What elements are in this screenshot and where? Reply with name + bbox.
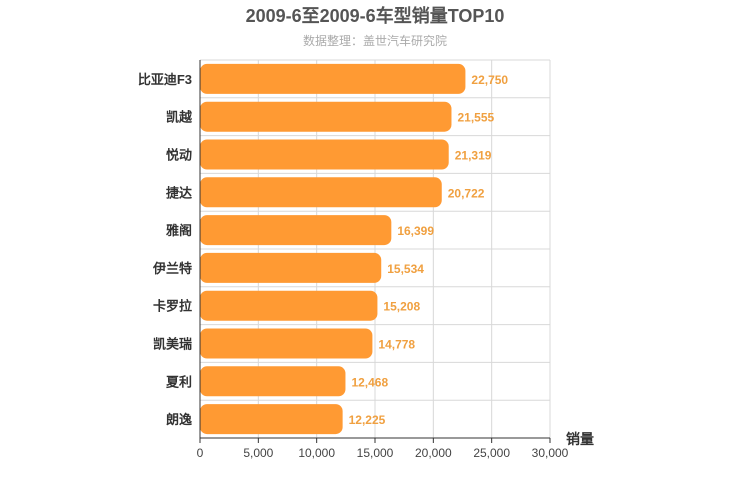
category-label: 捷达 (166, 185, 192, 200)
chart-title: 2009-6至2009-6车型销量TOP10 (246, 5, 505, 26)
bar (200, 63, 466, 94)
category-label: 卡罗拉 (153, 299, 192, 314)
axes: 0 5,000 10,000 15,000 20,000 25,000 30,000 比亚迪F… (138, 60, 569, 460)
x-tick-label: 10,000 (298, 446, 335, 460)
category-label: 悦动 (166, 148, 192, 163)
bar (200, 252, 382, 283)
x-tick-label: 5,000 (243, 446, 273, 460)
bar (200, 177, 442, 208)
category-label: 夏利 (165, 374, 192, 389)
x-tick-label: 30,000 (532, 446, 569, 460)
x-tick-label: 20,000 (415, 446, 452, 460)
category-label: 朗逸 (166, 412, 192, 427)
chart-subtitle: 数据整理：盖世汽车研究院 (303, 33, 447, 48)
data-label: 16,399 (397, 224, 434, 238)
x-tick-label: 0 (197, 446, 204, 460)
category-label: 雅阁 (166, 223, 192, 238)
data-label: 14,778 (378, 338, 415, 352)
category-label: 比亚迪F3 (138, 72, 192, 87)
data-label: 15,534 (387, 262, 424, 276)
x-tick-label: 25,000 (473, 446, 510, 460)
data-label: 20,722 (448, 186, 485, 200)
data-label: 12,225 (349, 413, 386, 427)
bar (200, 404, 343, 435)
category-label: 伊兰特 (152, 261, 192, 276)
bar (200, 139, 449, 170)
data-label: 21,319 (455, 149, 492, 163)
x-axis-title: 销量 (566, 431, 594, 447)
bar (200, 215, 392, 246)
category-label: 凯美瑞 (153, 337, 192, 352)
bar (200, 328, 373, 359)
category-label: 凯越 (166, 110, 193, 125)
data-label: 15,208 (383, 300, 420, 314)
bar (200, 290, 378, 321)
data-label: 21,555 (457, 111, 494, 125)
bar (200, 101, 452, 132)
data-label: 12,468 (351, 375, 388, 389)
x-tick-label: 15,000 (357, 446, 394, 460)
data-label: 22,750 (471, 73, 508, 87)
bars: 22,750 21,555 21,319 20,722 16,399 15,534 15,2… (200, 63, 508, 435)
bar (200, 366, 346, 397)
